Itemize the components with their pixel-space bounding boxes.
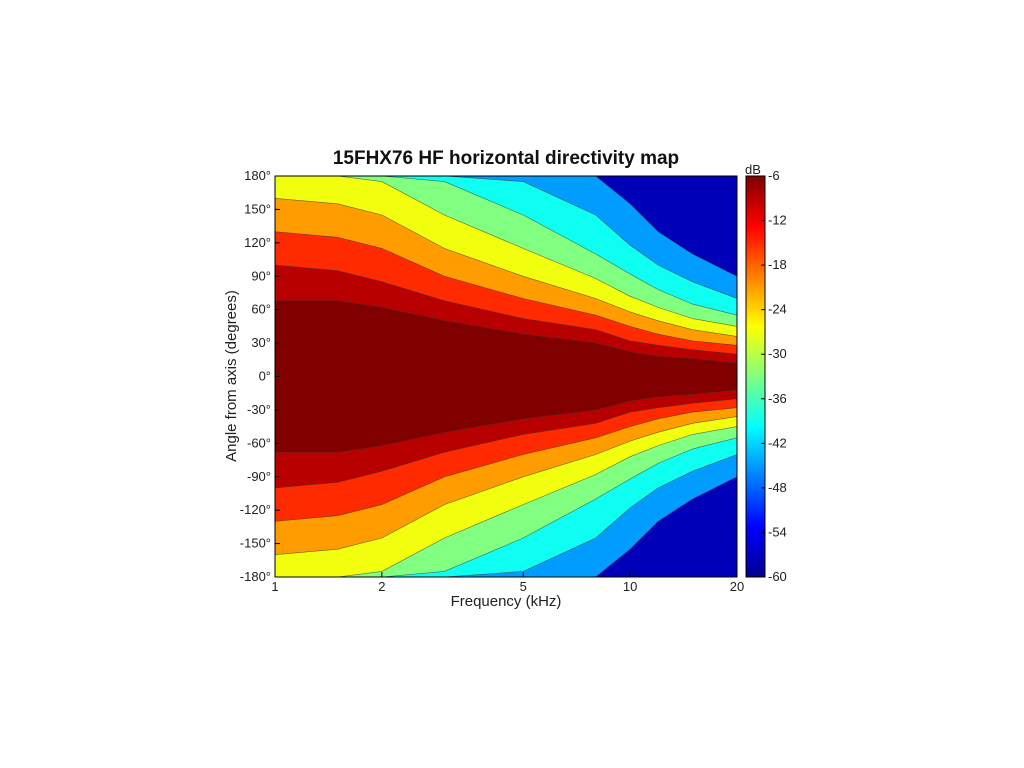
y-tick-label: -90° — [247, 469, 271, 484]
contour-line-lower-48db — [275, 476, 737, 577]
colorbar-tick-label: -60 — [768, 569, 787, 584]
y-axis-ticks: 180° 150° 120° 90° 60° 30° 0° -30° -60° -90° -120°… — [240, 168, 280, 584]
heatmap-band-6db — [275, 300, 737, 453]
colorbar-tick-label: -18 — [768, 257, 787, 272]
contour-line-lower-42db — [275, 454, 737, 577]
colorbar-tick-label: -48 — [768, 480, 787, 495]
colorbar-tick-label: -6 — [768, 168, 780, 183]
contour-line-upper-42db — [275, 176, 737, 299]
y-tick-label: -60° — [247, 435, 271, 450]
y-tick-label: 90° — [251, 268, 271, 283]
colorbar-tick-label: -54 — [768, 524, 787, 539]
y-tick-label: 180° — [244, 168, 271, 183]
y-axis-label: Angle from axis (degrees) — [223, 290, 240, 462]
x-tick-label: 5 — [520, 579, 527, 594]
y-tick-label: -180° — [240, 569, 271, 584]
contour-line-upper-48db — [275, 176, 737, 277]
contour-line-upper-6db — [275, 300, 737, 364]
contour-line-lower-12db — [275, 398, 737, 489]
colorbar-tick-label: -42 — [768, 435, 787, 450]
x-axis-ticks: 1 2 5 10 20 — [271, 572, 744, 594]
colorbar-ticks: -6 -12 -18 -24 -30 -36 -42 -48 -54 -60 — [761, 168, 787, 584]
y-tick-label: -150° — [240, 536, 271, 551]
contour-line-lower-6db — [275, 389, 737, 453]
y-tick-label: 150° — [244, 201, 271, 216]
y-tick-label: 60° — [251, 302, 271, 317]
contour-line-lower-30db — [275, 426, 737, 577]
colorbar-tick-label: -36 — [768, 391, 787, 406]
contour-line-upper-24db — [275, 198, 737, 337]
y-tick-label: -120° — [240, 502, 271, 517]
colorbar-label: dB — [745, 162, 761, 177]
x-axis-label: Frequency (kHz) — [451, 593, 562, 610]
x-tick-label: 20 — [730, 579, 744, 594]
colorbar-tick-label: -30 — [768, 346, 787, 361]
chart-title: 15FHX76 HF horizontal directivity map — [333, 148, 679, 169]
y-tick-label: 0° — [259, 369, 271, 384]
colorbar — [745, 175, 766, 578]
contour-line-upper-36db — [275, 176, 737, 316]
y-tick-label: -30° — [247, 402, 271, 417]
y-tick-label: 120° — [244, 235, 271, 250]
x-tick-label: 2 — [378, 579, 385, 594]
x-tick-label: 10 — [623, 579, 637, 594]
colorbar-tick-label: -12 — [768, 213, 787, 228]
contour-line-lower-18db — [275, 407, 737, 522]
colorbar-tick-label: -24 — [768, 302, 787, 317]
contour-lines — [275, 176, 737, 577]
contour-line-upper-30db — [275, 176, 737, 327]
contour-line-lower-36db — [275, 437, 737, 577]
x-tick-label: 1 — [271, 579, 278, 594]
contour-line-upper-18db — [275, 231, 737, 346]
y-tick-label: 30° — [251, 335, 271, 350]
heatmap-bands — [275, 176, 737, 577]
contour-line-upper-12db — [275, 264, 737, 355]
contour-line-lower-24db — [275, 416, 737, 555]
